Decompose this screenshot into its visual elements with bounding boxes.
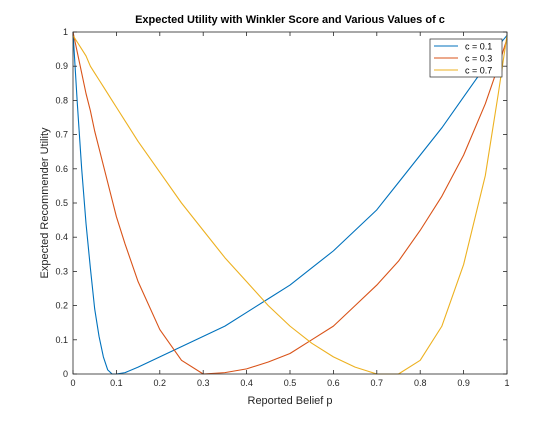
y-tick-label: 0.9: [55, 61, 68, 71]
x-tick-label: 0.2: [154, 378, 167, 388]
chart-title: Expected Utility with Winkler Score and …: [135, 14, 445, 26]
y-tick-label: 0.1: [55, 335, 68, 345]
x-axis-label: Reported Belief p: [248, 395, 333, 407]
y-tick-label: 0.2: [55, 301, 68, 311]
series-line-c-0-1: [72, 31, 508, 375]
legend-label-c-0-7: c = 0.7: [465, 66, 492, 76]
plot-area: [73, 32, 507, 374]
x-tick-label: 0.3: [197, 378, 210, 388]
x-tick-label: 0.4: [240, 378, 253, 388]
x-tick-label: 0.1: [110, 378, 123, 388]
y-tick-label: 1: [63, 27, 68, 37]
x-tick-label: 0.9: [457, 378, 470, 388]
x-tick-label: 0.5: [284, 378, 297, 388]
x-tick-label: 0.7: [371, 378, 384, 388]
x-tick-label: 0.8: [414, 378, 427, 388]
legend: c = 0.1 c = 0.3 c = 0.7: [429, 38, 503, 78]
legend-label-c-0-1: c = 0.1: [465, 42, 492, 52]
y-tick-label: 0.8: [55, 95, 68, 105]
ticks-layer: 0 0.1 0.2 0.3 0.4 0.5 0.6 0.7 0.8 0.9 1 0 0.1 0.2 0.3 0…: [55, 27, 509, 388]
x-tick-label: 1: [504, 378, 509, 388]
y-tick-label: 0.3: [55, 266, 68, 276]
y-tick-label: 0: [63, 369, 68, 379]
y-axis-label: Expected Recommender Utility: [39, 127, 51, 279]
y-tick-label: 0.4: [55, 232, 68, 242]
x-tick-label: 0: [70, 378, 75, 388]
y-tick-label: 0.7: [55, 130, 68, 140]
legend-label-c-0-3: c = 0.3: [465, 54, 492, 64]
x-tick-label: 0.6: [327, 378, 340, 388]
y-tick-label: 0.5: [55, 198, 68, 208]
y-tick-label: 0.6: [55, 164, 68, 174]
series-line-c-0-7: [72, 35, 508, 375]
